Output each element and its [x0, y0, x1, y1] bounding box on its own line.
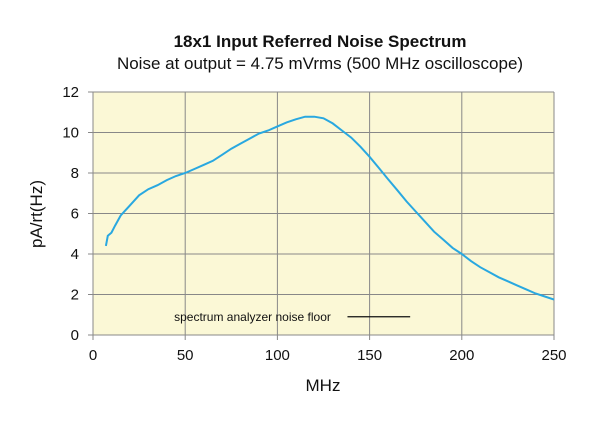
y-tick-label: 6 — [71, 206, 79, 223]
series-line — [104, 115, 555, 301]
y-tick-label: 8 — [71, 165, 79, 182]
y-tick-label: 10 — [62, 125, 79, 142]
y-axis-label: pA/rt(Hz) — [27, 180, 46, 248]
x-tick-label: 200 — [449, 347, 474, 364]
y-tick-label: 2 — [71, 287, 79, 304]
y-tick-label: 4 — [71, 246, 79, 263]
chart-title: 18x1 Input Referred Noise Spectrum — [174, 32, 467, 51]
y-tick-label: 12 — [62, 84, 79, 101]
grid — [88, 91, 555, 340]
x-tick-label: 150 — [357, 347, 382, 364]
x-tick-label: 0 — [89, 347, 97, 364]
x-axis-label: MHz — [306, 376, 341, 395]
chart-subtitle: Noise at output = 4.75 mVrms (500 MHz os… — [117, 54, 523, 73]
noise-floor-label: spectrum analyzer noise floor — [174, 310, 331, 324]
y-tick-label: 0 — [71, 327, 79, 344]
tick-labels: 0 50 100 150 200 250 0 2 4 6 8 10 12 — [62, 84, 566, 364]
x-tick-label: 50 — [177, 347, 194, 364]
x-tick-label: 100 — [265, 347, 290, 364]
x-tick-label: 250 — [541, 347, 566, 364]
